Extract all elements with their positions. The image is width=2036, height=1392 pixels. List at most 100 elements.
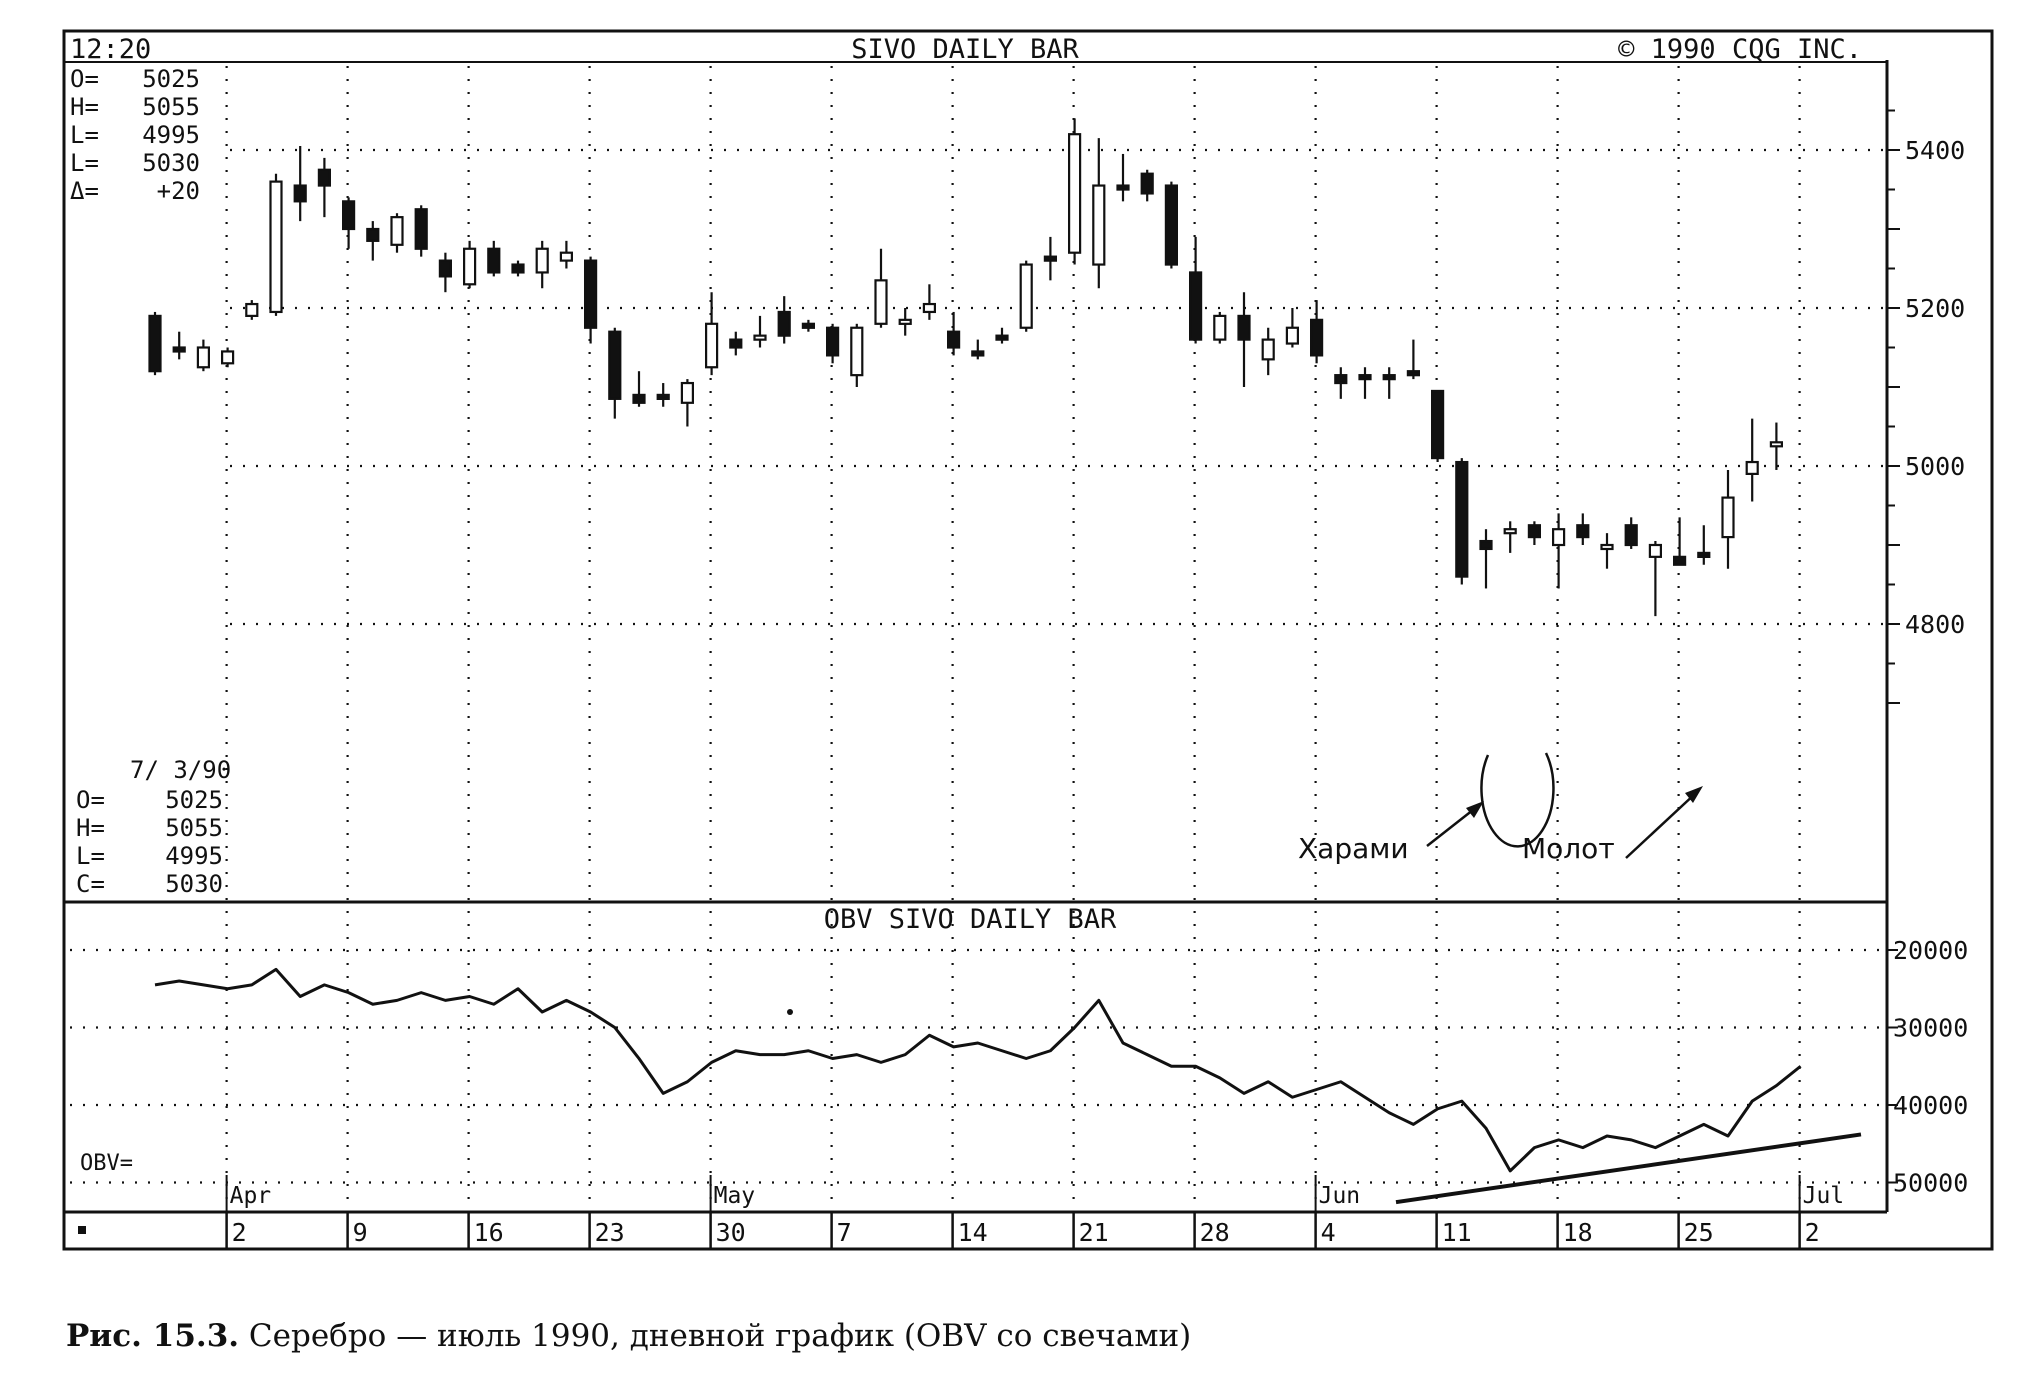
candle-body-bearish — [1576, 524, 1590, 539]
ohlc-bottom-value-2: 4995 — [165, 842, 223, 870]
candle — [1479, 529, 1493, 589]
candle — [583, 256, 598, 344]
candle-body-bearish — [511, 263, 525, 274]
candle — [1624, 517, 1638, 549]
candle-body-bearish — [1527, 524, 1542, 539]
candle — [1551, 513, 1566, 589]
candle-body-bearish — [317, 168, 331, 187]
candle — [1213, 311, 1227, 344]
candle-body-bearish — [583, 259, 598, 329]
candle-body-bearish — [1116, 184, 1130, 191]
harami-arrow-head — [1466, 801, 1484, 818]
candle-body-bullish — [850, 326, 864, 377]
obv-tick-label: 40000 — [1893, 1091, 1968, 1120]
ohlc-bottom-label-2: L= — [76, 842, 105, 870]
candle — [1043, 236, 1058, 281]
candle — [1164, 181, 1179, 269]
ohlc-bottom-label-0: O= — [76, 786, 105, 814]
candle — [1455, 458, 1469, 585]
candle — [269, 173, 283, 316]
candle — [1140, 169, 1154, 202]
candle-body-bullish — [463, 247, 477, 286]
week-label: 2 — [232, 1218, 247, 1247]
figure-caption: Рис. 15.3. Серебро — июль 1990, дневной … — [66, 1318, 1966, 1354]
candle-body-bearish — [1334, 374, 1348, 385]
candle — [366, 221, 380, 261]
candle — [898, 308, 912, 336]
price-tick-label: 5400 — [1905, 136, 1965, 165]
candle-body-bearish — [1406, 370, 1421, 377]
caption-text: Серебро — июль 1990, дневной график (OBV… — [248, 1318, 1192, 1354]
candle-body-bearish — [1309, 318, 1324, 357]
obv-axis: 20000 30000 40000 50000 — [1887, 936, 1968, 1198]
candle — [414, 205, 428, 257]
candle-body-bearish — [1455, 460, 1469, 578]
ohlc-top-value-3: 5030 — [142, 149, 200, 177]
week-label: 11 — [1442, 1218, 1472, 1247]
ohlc-top-label-4: Δ= — [70, 177, 99, 205]
candle — [172, 331, 186, 360]
ohlc-top-value-0: 5025 — [142, 65, 200, 93]
chart-title: SIVO DAILY BAR — [851, 34, 1079, 65]
ohlc-readout-top: O= 5025 H= 5055 L= 4995 L= 5030 Δ= +20 — [70, 65, 200, 205]
candle — [825, 323, 840, 364]
candle-body-bearish — [293, 184, 307, 203]
candle — [1188, 236, 1203, 344]
month-label: Apr — [230, 1183, 272, 1209]
price-tick-label: 5000 — [1905, 452, 1965, 481]
candle — [1503, 521, 1517, 553]
harami-annotation: Харами — [1298, 752, 1555, 865]
candle — [1527, 521, 1542, 545]
ohlc-bottom-label-1: H= — [76, 814, 105, 842]
ohlc-bottom-label-3: C= — [76, 870, 105, 898]
ohlc-top-value-4: +20 — [157, 177, 200, 205]
candle-body-bearish — [1188, 271, 1203, 341]
candle-body-bullish — [535, 247, 549, 274]
harami-arrow-line — [1426, 805, 1479, 847]
candle — [753, 315, 767, 348]
candle-body-bearish — [825, 326, 840, 357]
ohlc-bottom-value-1: 5055 — [165, 814, 223, 842]
candle — [1237, 292, 1251, 387]
obv-trendline — [1395, 1132, 1862, 1205]
candle-body-bullish — [1213, 314, 1227, 341]
candle — [874, 248, 888, 328]
candle-body-bullish — [704, 322, 719, 369]
candle-body-bearish — [632, 393, 646, 404]
candle — [559, 240, 574, 269]
candle — [1600, 533, 1614, 569]
candle — [971, 339, 985, 360]
candle — [1576, 513, 1590, 545]
candle — [1285, 308, 1300, 348]
month-label: Jun — [1319, 1183, 1361, 1209]
candle-body-bearish — [366, 227, 380, 242]
candle-body-bearish — [995, 334, 1009, 341]
candle — [632, 371, 646, 407]
candle — [1261, 327, 1275, 376]
copyright-label: © 1990 CQG INC. — [1618, 34, 1862, 65]
week-label: 9 — [353, 1218, 368, 1247]
candle-body-bearish — [1430, 389, 1445, 460]
ohlc-top-value-2: 4995 — [142, 121, 200, 149]
candle-body-bullish — [1092, 184, 1106, 266]
candle — [1672, 517, 1687, 566]
ohlc-top-value-1: 5055 — [142, 93, 200, 121]
obv-tick-label: 20000 — [1893, 936, 1968, 965]
candle-body-bullish — [245, 302, 259, 317]
week-label: 4 — [1321, 1218, 1336, 1247]
candle — [946, 311, 961, 356]
week-label: 18 — [1563, 1218, 1593, 1247]
candle-body-bullish — [1600, 543, 1614, 551]
candle — [487, 240, 501, 277]
candle — [777, 296, 791, 344]
candle — [680, 379, 695, 427]
candle-body-bearish — [438, 259, 452, 278]
week-label: 14 — [958, 1218, 988, 1247]
candle — [1430, 389, 1445, 463]
candle — [1769, 422, 1784, 470]
harami-circle — [1480, 752, 1555, 848]
price-axis: 4800 5000 5200 5400 — [1887, 109, 1965, 704]
candle — [704, 292, 719, 376]
obv-label: OBV= — [80, 1151, 133, 1176]
